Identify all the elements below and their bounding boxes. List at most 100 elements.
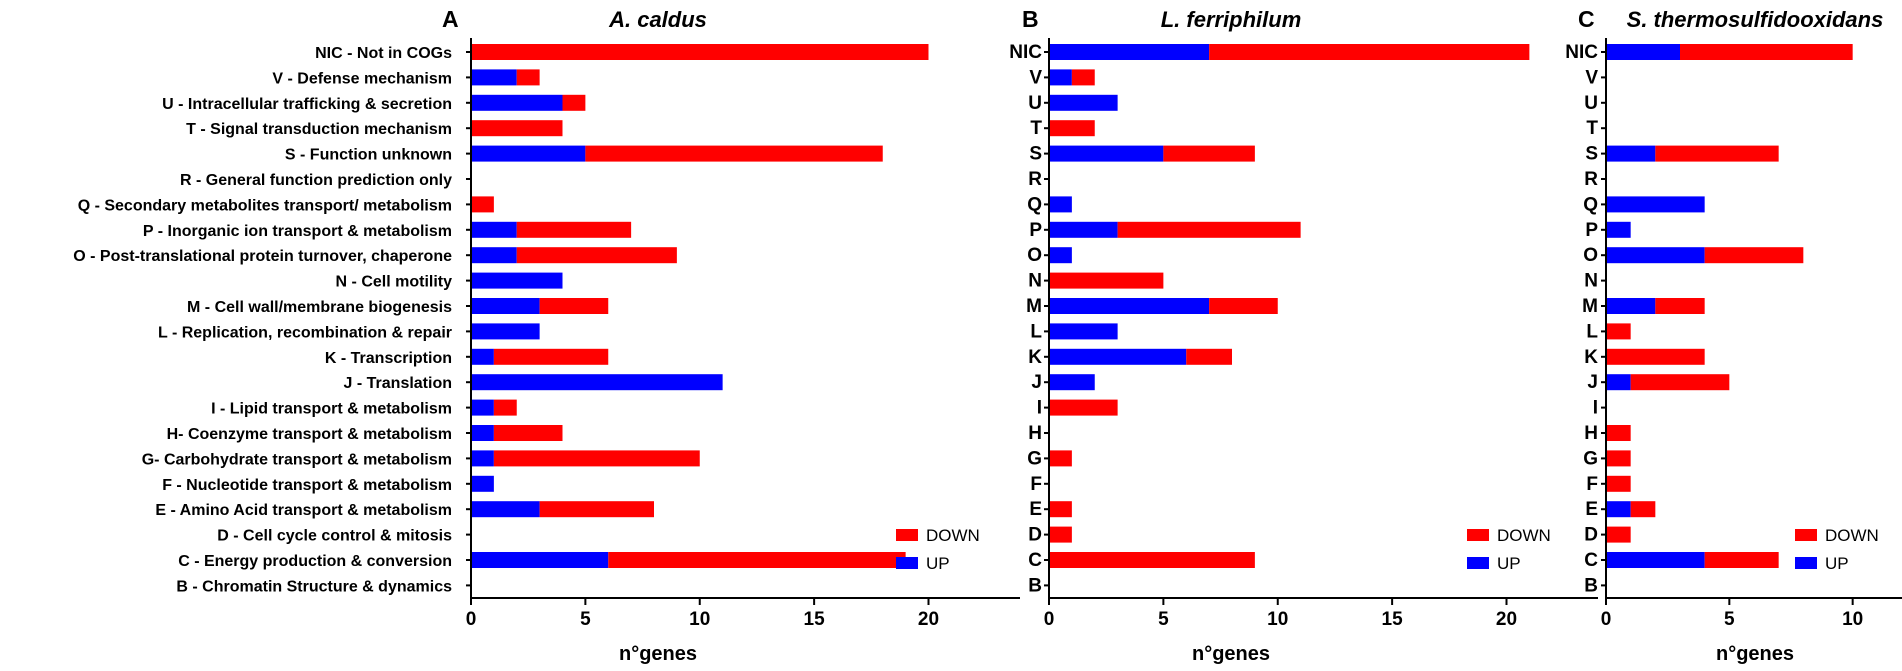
category-label: P — [1029, 220, 1042, 241]
bar-down — [493, 450, 700, 467]
bar-down — [493, 348, 609, 365]
category-label: P - Inorganic ion transport & metabolism — [143, 223, 452, 240]
category-label: T — [1586, 118, 1598, 139]
category-label: E - Amino Acid transport & metabolism — [155, 502, 452, 519]
bar-up — [471, 323, 540, 340]
bar-up — [1606, 298, 1656, 314]
category-label: NIC — [1565, 42, 1598, 63]
legend-swatch-down — [1795, 529, 1817, 541]
category-label: N — [1028, 271, 1042, 292]
category-label: R - General function prediction only — [180, 172, 452, 189]
category-label: D — [1584, 525, 1598, 546]
category-label: C — [1028, 550, 1042, 571]
category-label: J — [1587, 372, 1598, 393]
panel-a: A A. caldus n°genes NIC - Not in COGs V -… — [73, 6, 1020, 665]
legend-label-up: UP — [1825, 554, 1849, 573]
legend-label-up: UP — [926, 554, 950, 573]
bar-up — [1606, 247, 1705, 264]
bar-up — [471, 475, 494, 492]
bar-down — [539, 298, 609, 314]
bar-down — [562, 94, 586, 111]
bar-down — [1655, 145, 1779, 162]
category-label: C — [1584, 550, 1598, 571]
bar-up — [1049, 94, 1118, 111]
category-label: K — [1584, 347, 1598, 368]
bar-up — [1606, 552, 1705, 568]
bar-down — [1071, 69, 1095, 86]
category-label: O - Post-translational protein turnover,… — [73, 248, 452, 265]
category-label: M - Cell wall/membrane biogenesis — [187, 299, 452, 316]
category-label: R — [1028, 169, 1042, 190]
bar-down — [1049, 272, 1164, 289]
category-label: K — [1028, 347, 1042, 368]
bar-up — [1049, 247, 1072, 264]
bar-down — [1606, 323, 1631, 340]
x-tick-label: 15 — [804, 609, 826, 630]
category-label: O — [1027, 245, 1042, 266]
bar-up — [471, 272, 563, 289]
x-tick-label: 0 — [466, 609, 477, 630]
bar-up — [1606, 196, 1705, 213]
x-tick-label: 5 — [580, 609, 591, 630]
category-label: T - Signal transduction mechanism — [186, 121, 452, 138]
x-tick-label: 10 — [689, 609, 710, 630]
bar-down — [1630, 374, 1730, 391]
bar-down — [585, 145, 883, 162]
bar-down — [1049, 450, 1072, 467]
bar-up — [1049, 145, 1164, 162]
category-label: I - Lipid transport & metabolism — [211, 401, 452, 418]
category-label: NIC — [1009, 42, 1042, 63]
bar-down — [516, 221, 632, 238]
x-tick-label: 5 — [1724, 609, 1735, 630]
category-label: B — [1584, 575, 1598, 596]
category-label: F - Nucleotide transport & metabolism — [162, 477, 452, 494]
category-label: Q — [1027, 194, 1042, 215]
x-tick-label: 5 — [1158, 609, 1169, 630]
bar-up — [1606, 44, 1680, 60]
bar-down — [471, 120, 563, 137]
bar-up — [471, 552, 609, 568]
category-label: D - Cell cycle control & mitosis — [217, 528, 452, 545]
bar-down — [1606, 526, 1631, 543]
bar-down — [1049, 501, 1072, 518]
category-label: M — [1026, 296, 1042, 317]
category-label: G — [1027, 448, 1042, 469]
category-label: E — [1029, 499, 1042, 520]
category-label: P — [1585, 220, 1598, 241]
x-tick-label: 20 — [918, 609, 939, 630]
category-label: V - Defense mechanism — [272, 70, 452, 87]
category-label: B — [1028, 575, 1042, 596]
panel-a-letter: A — [442, 6, 459, 32]
category-label: H- Coenzyme transport & metabolism — [167, 426, 452, 443]
legend-label-down: DOWN — [1825, 526, 1879, 545]
bar-down — [1049, 552, 1255, 568]
bar-down — [1606, 425, 1631, 441]
category-label: U — [1028, 93, 1042, 114]
bar-down — [493, 399, 517, 416]
bar-up — [471, 450, 494, 467]
bar-down — [1606, 450, 1631, 467]
category-label: R — [1584, 169, 1598, 190]
panel-b-letter: B — [1022, 6, 1039, 32]
bar-up — [1049, 298, 1210, 314]
bar-up — [1606, 501, 1631, 518]
category-label: NIC - Not in COGs — [315, 45, 452, 62]
bar-down — [608, 552, 906, 568]
x-tick-label: 10 — [1842, 609, 1863, 630]
bar-up — [1049, 323, 1118, 340]
bar-down — [1163, 145, 1255, 162]
category-label: N — [1584, 271, 1598, 292]
bar-down — [471, 196, 494, 213]
category-label: H — [1028, 423, 1042, 444]
category-label: T — [1030, 118, 1042, 139]
bar-down — [1209, 298, 1278, 314]
bar-down — [1209, 44, 1530, 60]
bar-down — [539, 501, 654, 518]
bar-down — [493, 425, 563, 441]
category-label: K - Transcription — [325, 350, 452, 367]
category-label: F — [1030, 474, 1042, 495]
category-label: C - Energy production & conversion — [178, 553, 452, 570]
bar-up — [471, 348, 494, 365]
bar-up — [471, 501, 540, 518]
